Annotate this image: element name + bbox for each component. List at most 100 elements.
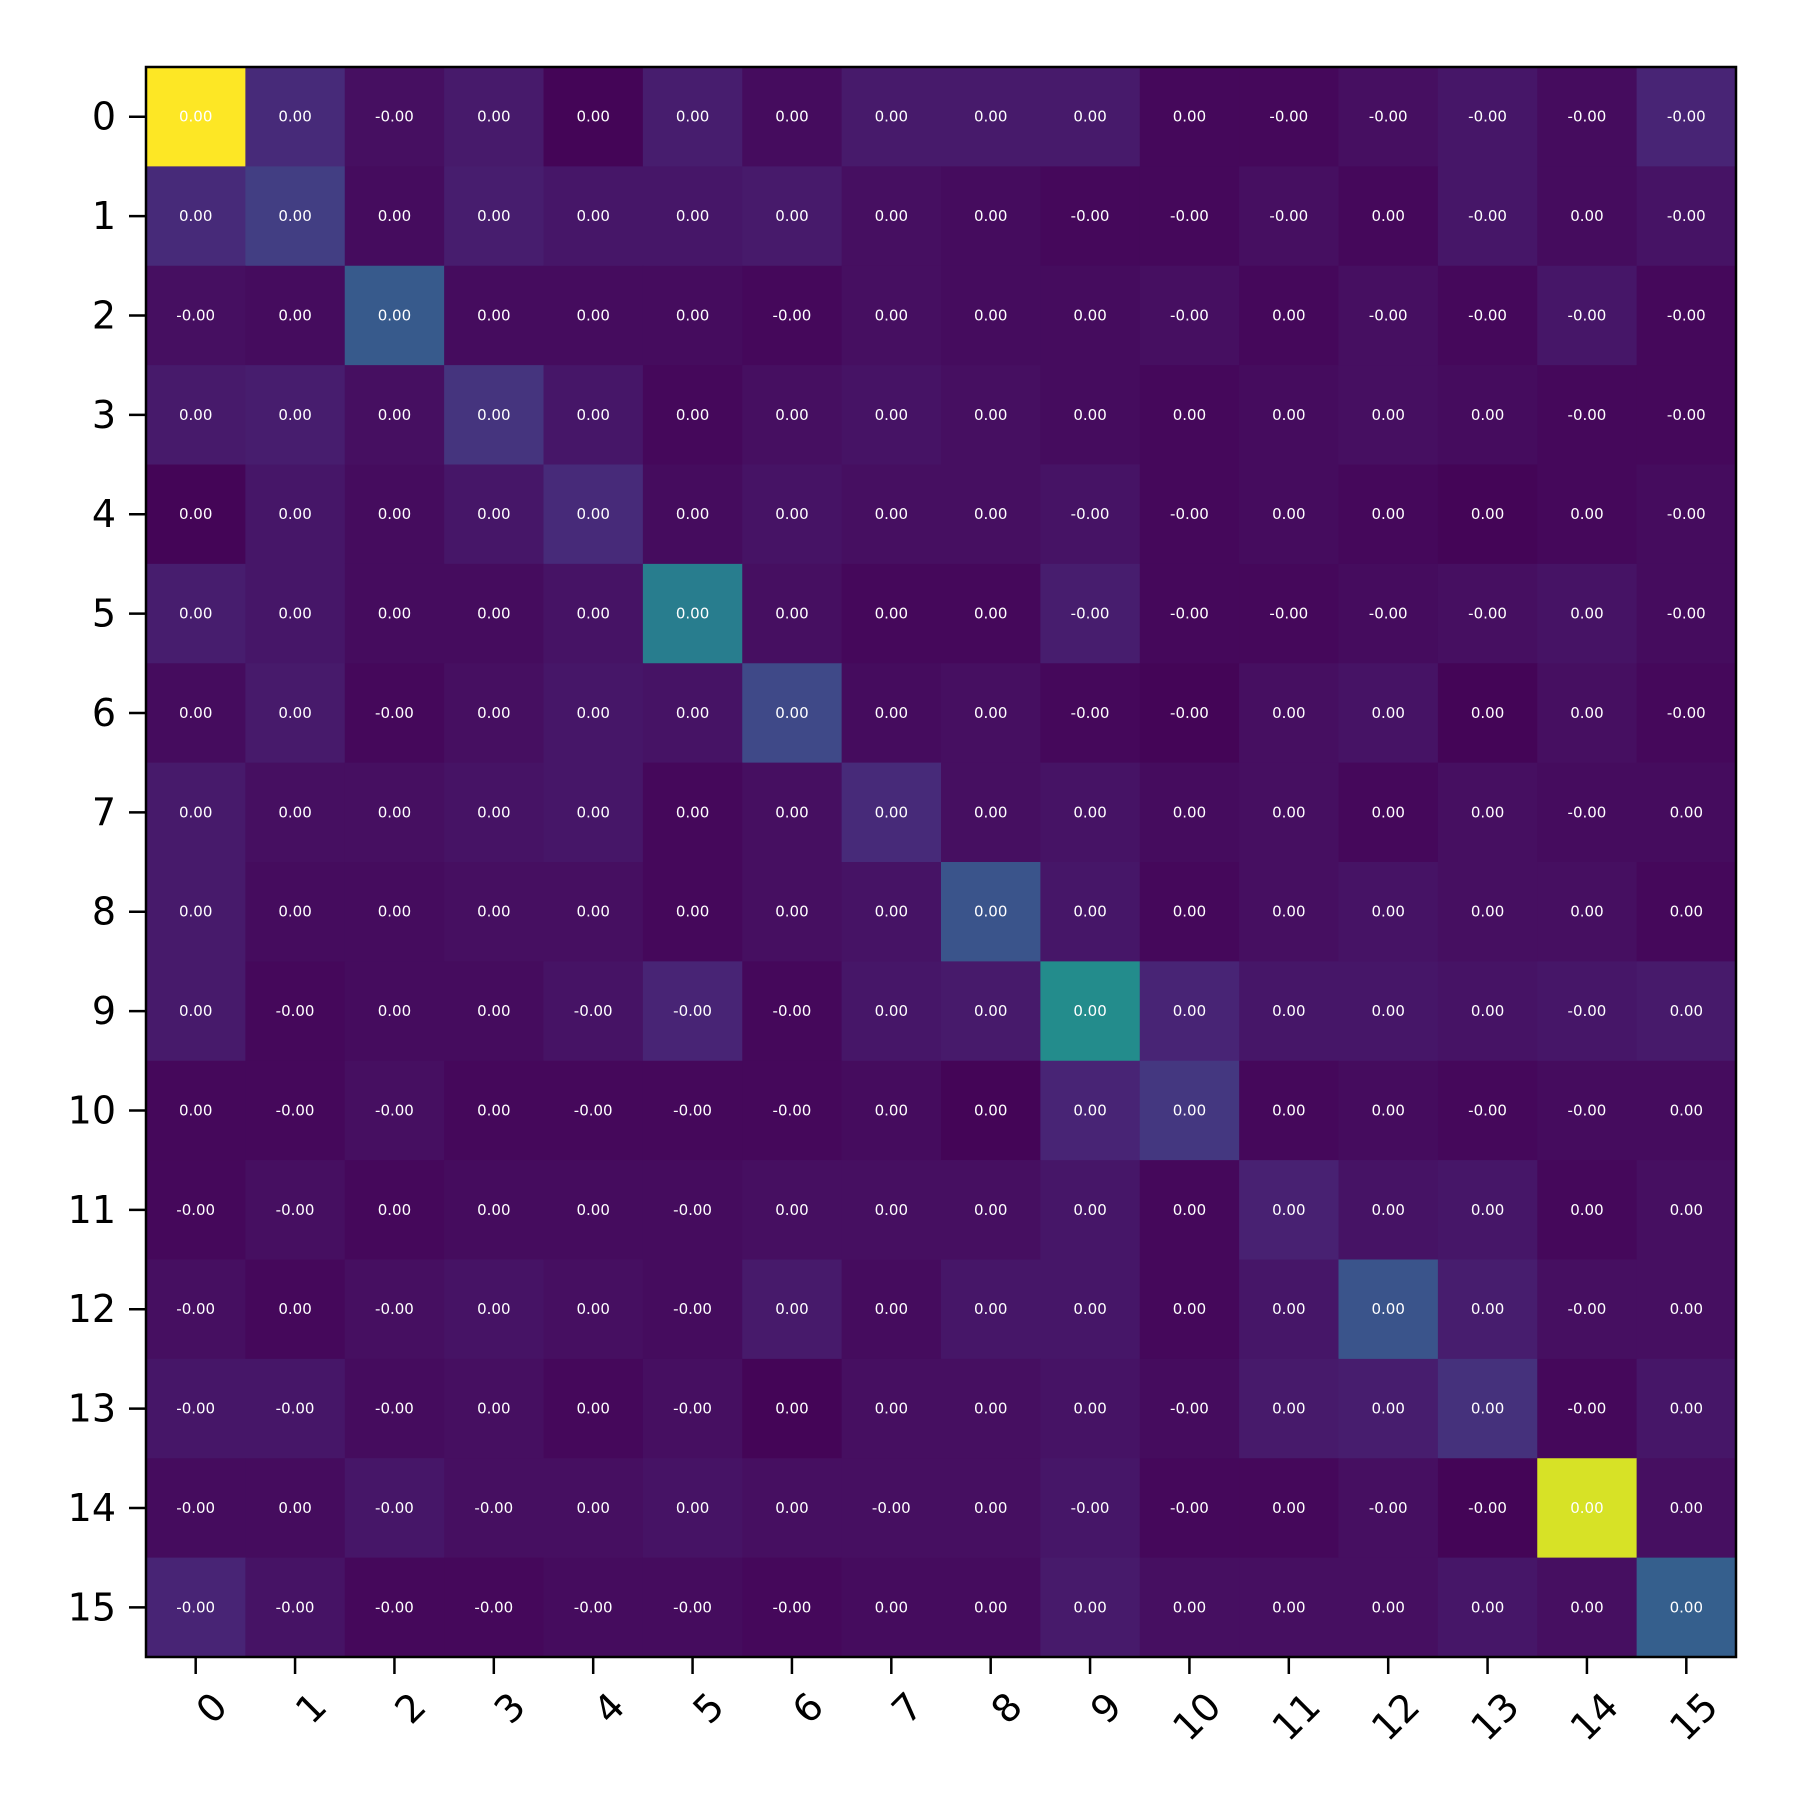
heatmap-cell: [543, 1160, 644, 1260]
heatmap-cell: [344, 1557, 445, 1658]
cell-value-label: -0.00: [673, 1300, 712, 1318]
cell-value-label: 0.00: [1173, 1201, 1206, 1219]
cell-value-label: 0.00: [775, 1201, 808, 1219]
heatmap-cell: [941, 862, 1041, 962]
heatmap-cell: [543, 762, 644, 863]
cell-value-label: 0.00: [378, 1201, 411, 1219]
cell-value-label: 0.00: [1073, 1002, 1106, 1020]
heatmap-cell: [1636, 67, 1737, 167]
heatmap-cell: [344, 365, 445, 465]
heatmap-cell: [543, 166, 644, 267]
heatmap-cell: [245, 1259, 346, 1360]
cell-value-label: -0.00: [375, 1598, 414, 1616]
y-tick-label: 4: [92, 492, 116, 536]
cell-value-label: 0.00: [179, 406, 212, 424]
cell-value-label: 0.00: [1570, 1598, 1603, 1616]
cell-value-label: -0.00: [773, 306, 812, 324]
heatmap-cell: [642, 265, 743, 366]
cell-value-label: -0.00: [276, 1400, 315, 1418]
heatmap-cell: [146, 365, 246, 465]
heatmap-cell: [941, 1358, 1041, 1459]
cell-value-label: 0.00: [775, 108, 808, 126]
heatmap-cell: [742, 67, 843, 167]
heatmap-cell: [1636, 365, 1737, 465]
heatmap-cell: [841, 563, 942, 664]
heatmap-cell: [1537, 961, 1638, 1062]
heatmap-cell: [1239, 1259, 1339, 1360]
heatmap-cell: [245, 166, 346, 267]
heatmap-cell: [1239, 1060, 1339, 1161]
cell-value-label: 0.00: [875, 1598, 908, 1616]
heatmap-cell: [1040, 265, 1141, 366]
cell-value-label: 0.00: [278, 903, 311, 921]
cell-value-label: 0.00: [974, 704, 1007, 722]
cell-value-label: -0.00: [375, 1101, 414, 1119]
heatmap-cell: [1537, 1259, 1638, 1360]
cell-value-label: 0.00: [775, 1400, 808, 1418]
cell-value-label: 0.00: [875, 505, 908, 523]
cell-value-label: 0.00: [1272, 1400, 1305, 1418]
y-tick-label: 3: [92, 393, 116, 437]
heatmap-cell: [1437, 961, 1538, 1062]
cell-value-label: -0.00: [1468, 306, 1507, 324]
heatmap-cell: [642, 1259, 743, 1360]
cell-value-label: -0.00: [673, 1101, 712, 1119]
cell-value-label: 0.00: [477, 1002, 510, 1020]
y-tick-label: 9: [92, 989, 116, 1033]
heatmap-cell: [1636, 1060, 1737, 1161]
heatmap-cell: [1636, 1458, 1737, 1559]
cell-value-label: 0.00: [1471, 1002, 1504, 1020]
cell-value-label: 0.00: [1371, 1002, 1404, 1020]
cell-value-label: 0.00: [1471, 505, 1504, 523]
heatmap-cell: [1437, 265, 1538, 366]
heatmap-cell: [245, 1160, 346, 1260]
cell-value-label: 0.00: [775, 406, 808, 424]
heatmap-cell: [344, 862, 445, 962]
cell-value-label: 0.00: [179, 605, 212, 623]
heatmap-cell: [941, 961, 1041, 1062]
heatmap-cell: [742, 166, 843, 267]
heatmap-cell: [1040, 1458, 1141, 1559]
cell-value-label: -0.00: [375, 1400, 414, 1418]
cell-value-label: 0.00: [1272, 1201, 1305, 1219]
heatmap-cell: [742, 663, 843, 764]
cell-value-label: -0.00: [1369, 1499, 1408, 1517]
heatmap-cell: [146, 67, 246, 167]
cell-value-label: -0.00: [574, 1598, 613, 1616]
cell-value-label: -0.00: [574, 1002, 613, 1020]
heatmap-cell: [444, 265, 544, 366]
x-tick-label: 0: [188, 1684, 236, 1732]
heatmap-cell: [543, 563, 644, 664]
cell-value-label: 0.00: [775, 207, 808, 225]
heatmap-cell: [444, 862, 544, 962]
cell-value-label: 0.00: [974, 1300, 1007, 1318]
cell-value-label: 0.00: [378, 803, 411, 821]
cell-value-label: 0.00: [1272, 1598, 1305, 1616]
cell-value-label: 0.00: [1173, 108, 1206, 126]
cell-value-label: 0.00: [1073, 1201, 1106, 1219]
heatmap-cell: [941, 166, 1041, 267]
cell-value-label: 0.00: [477, 704, 510, 722]
heatmap-cell: [642, 762, 743, 863]
heatmap-cell: [742, 1160, 843, 1260]
heatmap-cell: [543, 1557, 644, 1658]
heatmap-cell: [1537, 1060, 1638, 1161]
heatmap-cell: [543, 961, 644, 1062]
heatmap-cell: [1338, 961, 1439, 1062]
y-tick-label: 5: [92, 592, 116, 636]
heatmap-cell: [841, 663, 942, 764]
cell-value-label: 0.00: [576, 306, 609, 324]
cell-value-label: 0.00: [875, 803, 908, 821]
cell-value-label: 0.00: [1073, 1400, 1106, 1418]
heatmap-cell: [245, 1060, 346, 1161]
cell-value-label: -0.00: [1071, 605, 1110, 623]
heatmap-cell: [146, 663, 246, 764]
cell-value-label: -0.00: [176, 1400, 215, 1418]
cell-value-label: 0.00: [676, 704, 709, 722]
cell-value-label: 0.00: [1471, 1300, 1504, 1318]
cell-value-label: 0.00: [576, 1201, 609, 1219]
heatmap-cell: [642, 563, 743, 664]
cell-value-label: -0.00: [375, 1300, 414, 1318]
cell-value-label: 0.00: [1073, 306, 1106, 324]
cell-value-label: 0.00: [875, 108, 908, 126]
